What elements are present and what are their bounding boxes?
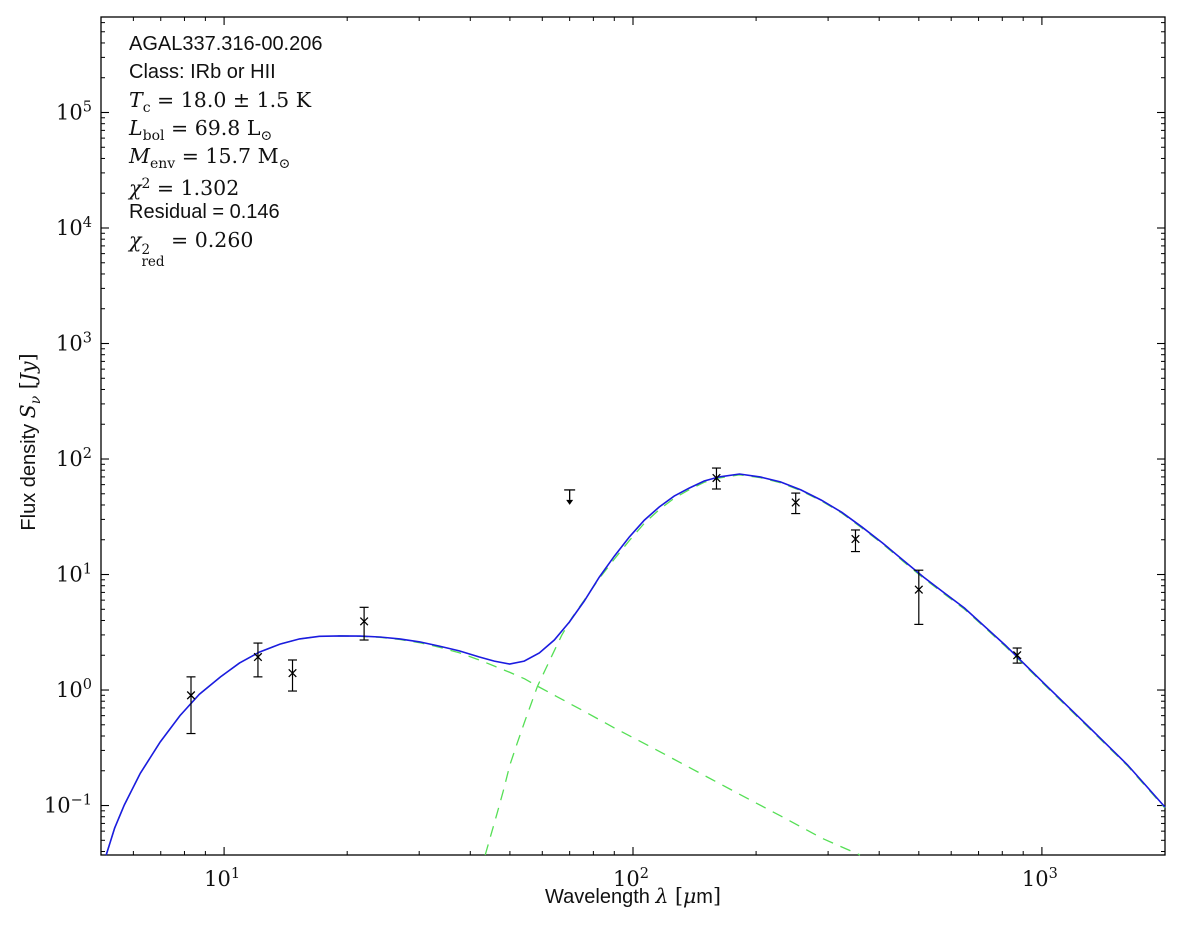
down-arrow-icon bbox=[566, 499, 574, 505]
axis-ticks bbox=[101, 17, 1165, 855]
y-axis-label: Flux density Sν [Jy] bbox=[16, 353, 44, 531]
data-point bbox=[253, 642, 263, 678]
annotation-line-envelope-mass: Menv = 15.7 M⊙ bbox=[129, 144, 291, 172]
data-point bbox=[914, 569, 924, 625]
data-point bbox=[1012, 647, 1022, 664]
data-point bbox=[791, 492, 801, 515]
curve-warm-component bbox=[105, 635, 861, 856]
y-tick-label: 102 bbox=[56, 446, 92, 471]
annotation-line-chi-squared-red: χ 2 red = 0.260 bbox=[129, 228, 254, 270]
annotation-line-class-line: Class: IRb or HII bbox=[129, 61, 276, 83]
data-points bbox=[186, 467, 1022, 735]
x-tick-label: 102 bbox=[613, 866, 649, 891]
data-point bbox=[850, 529, 860, 553]
annotation-line-chi-squared: χ2 = 1.302 bbox=[129, 176, 240, 200]
x-axis-label: Wavelength λ [μm] bbox=[545, 884, 721, 908]
y-tick-label: 10−1 bbox=[44, 793, 92, 818]
data-point bbox=[359, 606, 369, 641]
x-tick-label: 101 bbox=[204, 866, 240, 891]
data-point bbox=[711, 467, 721, 490]
annotation-line-luminosity: Lbol = 69.8 L⊙ bbox=[129, 116, 273, 144]
data-point bbox=[186, 676, 196, 735]
annotation-line-residual: Residual = 0.146 bbox=[129, 201, 280, 223]
y-tick-label: 105 bbox=[56, 99, 92, 124]
y-tick-label: 103 bbox=[56, 331, 92, 356]
fit-parameters-annotation: AGAL337.316-00.206 Class: IRb or HII Tc = … bbox=[129, 30, 323, 270]
y-tick-label: 104 bbox=[56, 215, 92, 240]
annotation-line-temperature: Tc = 18.0 ± 1.5 K bbox=[129, 88, 312, 116]
x-tick-label: 103 bbox=[1022, 866, 1058, 891]
y-tick-label: 100 bbox=[56, 677, 92, 702]
annotation-line-source-name: AGAL337.316-00.206 bbox=[129, 33, 323, 55]
sup-sub-stack: 2 red bbox=[141, 242, 165, 270]
curve-total-model-fit bbox=[105, 473, 1166, 856]
data-point bbox=[288, 659, 298, 692]
upper-limit-marker bbox=[564, 489, 576, 505]
y-tick-label: 101 bbox=[56, 562, 92, 587]
curve-cold-envelope-component bbox=[484, 474, 1166, 856]
